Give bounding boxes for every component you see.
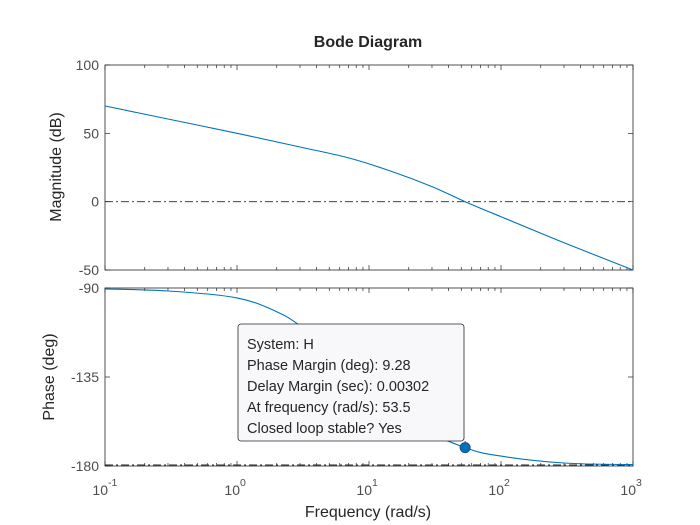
x-tick-label: 10 2 — [488, 477, 510, 498]
frequency-tick-labels: 10 -1 10 0 10 1 10 2 10 3 — [92, 477, 642, 498]
datatip-stability: Closed loop stable? Yes — [247, 421, 402, 437]
magnitude-series-line — [104, 105, 634, 271]
x-tick-label-base: 10 — [356, 482, 372, 498]
phase-y-tick-labels: -90 -135 -180 — [71, 280, 99, 474]
x-tick-label-base: 10 — [92, 482, 108, 498]
datatip-frequency: At frequency (rad/s): 53.5 — [247, 400, 411, 416]
x-tick-label-exponent: 3 — [636, 477, 642, 489]
datatip-delay-margin: Delay Margin (sec): 0.00302 — [247, 379, 429, 395]
magnitude-y-tick-label: -50 — [79, 262, 99, 278]
phase-y-tick-label: -90 — [79, 280, 99, 296]
x-tick-label: 10 1 — [356, 477, 378, 498]
magnitude-y-tick-labels: 100 50 0 -50 — [76, 57, 100, 278]
phase-y-tick-label: -180 — [71, 458, 99, 474]
frequency-xlabel: Frequency (rad/s) — [305, 504, 431, 521]
magnitude-axes-box — [104, 64, 634, 271]
datatip-system: System: H — [247, 337, 314, 353]
phase-margin-datatip[interactable]: System: H Phase Margin (deg): 9.28 Delay… — [237, 323, 471, 454]
x-tick-label: 10 -1 — [92, 477, 117, 498]
x-tick-label-base: 10 — [488, 482, 504, 498]
phase-y-tick-label: -135 — [71, 369, 99, 385]
datatip-phase-margin: Phase Margin (deg): 9.28 — [247, 358, 411, 374]
magnitude-y-tick-label: 100 — [76, 57, 100, 73]
x-tick-label-exponent: 0 — [240, 477, 246, 489]
x-tick-label-exponent: 1 — [372, 477, 378, 489]
x-tick-label-base: 10 — [620, 482, 636, 498]
x-tick-label-base: 10 — [224, 482, 240, 498]
x-tick-label-exponent: -1 — [108, 477, 117, 489]
x-tick-label-exponent: 2 — [504, 477, 510, 489]
magnitude-y-tick-label: 0 — [91, 194, 99, 210]
magnitude-y-tick-label: 50 — [83, 125, 99, 141]
phase-ylabel: Phase (deg) — [41, 333, 58, 420]
datatip-box — [237, 323, 465, 442]
magnitude-axes: 100 50 0 -50 Magnitude (dB) — [48, 57, 634, 278]
chart-title: Bode Diagram — [314, 34, 422, 51]
phase-margin-marker[interactable] — [459, 442, 471, 454]
phase-ticks — [104, 287, 634, 467]
x-tick-label: 10 0 — [224, 477, 246, 498]
magnitude-ticks — [104, 64, 634, 271]
x-tick-label: 10 3 — [620, 477, 642, 498]
magnitude-ylabel: Magnitude (dB) — [48, 112, 65, 221]
